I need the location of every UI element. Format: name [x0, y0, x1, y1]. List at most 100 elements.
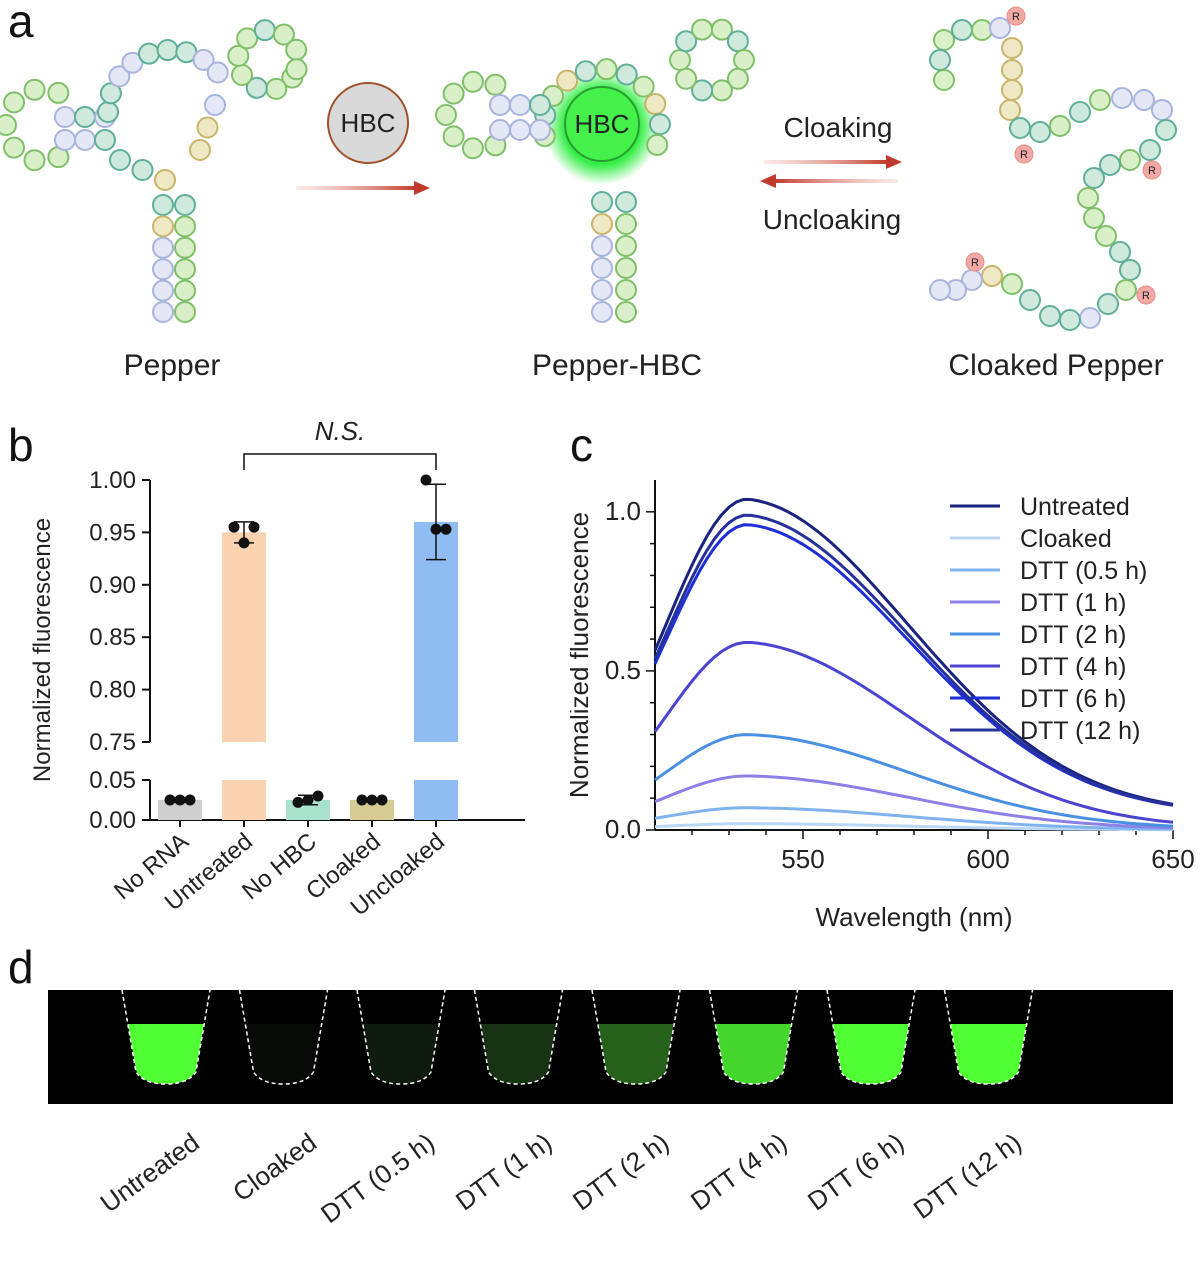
nucleotide [253, 19, 276, 42]
nucleotide [1109, 241, 1131, 263]
nucleotide [174, 258, 196, 281]
data-point [430, 523, 442, 535]
tube-label: DTT (1 h) [449, 1126, 558, 1217]
nucleotide [615, 235, 637, 257]
line-chart-panel-c: 550 600 650 0.0 0.5 1.0 Wavelength (nm) Normali… [570, 480, 1195, 932]
hbc-molecule: HBC [327, 82, 409, 164]
cloaked-pepper-caption: Cloaked Pepper [948, 349, 1163, 382]
nucleotide [3, 91, 26, 114]
nucleotide [1139, 139, 1161, 161]
nucleotide [192, 48, 215, 71]
nucleotide [989, 17, 1011, 39]
tube-fluorescence [363, 1024, 439, 1084]
tube-label: DTT (0.5 h) [314, 1126, 440, 1230]
nucleotide [591, 257, 613, 279]
nucleotide [285, 38, 308, 61]
nucleotide [1083, 167, 1105, 189]
nucleotide [461, 137, 484, 160]
tube [708, 990, 799, 1085]
data-point [228, 521, 240, 533]
bar [222, 532, 266, 742]
nucleotide [1079, 307, 1101, 329]
data-point [302, 794, 314, 806]
nucleotide [648, 113, 671, 136]
tube-images [121, 990, 1034, 1085]
tube-fluorescence [245, 1024, 322, 1084]
nucleotide [204, 94, 226, 116]
nucleotide [1095, 225, 1117, 247]
data-point [292, 796, 304, 808]
bar-lower-segment [414, 780, 458, 820]
nucleotide [74, 129, 96, 151]
nucleotide [489, 94, 511, 116]
nucleotide [154, 169, 176, 191]
r-badge [1006, 6, 1026, 26]
nucleotide [691, 79, 714, 102]
nucleotide [0, 114, 17, 136]
nucleotide [1119, 149, 1141, 171]
nucleotide [710, 18, 733, 41]
nucleotide [1039, 305, 1061, 327]
tube-label: Cloaked [227, 1126, 323, 1208]
nucleotide [236, 27, 259, 50]
y-tick-label: 0.80 [89, 677, 136, 704]
nucleotide [108, 65, 131, 88]
nucleotide [1097, 293, 1119, 315]
nucleotide [1083, 207, 1105, 229]
y-tick-label: 0.05 [89, 767, 136, 794]
nucleotide [615, 257, 637, 279]
nucleotide [971, 19, 993, 41]
nucleotide [1029, 121, 1051, 143]
series-line [654, 774, 1174, 830]
nucleotide [675, 30, 698, 53]
x-tick-label: 600 [966, 844, 1009, 874]
panel-a-schematic: HBC R R R R R HBC Cloaking Uncloaking Pepper… [0, 6, 1177, 382]
nucleotide [442, 82, 465, 105]
nucleotide [152, 215, 174, 238]
nucleotide [615, 213, 637, 235]
nucleotide [615, 301, 637, 323]
nucleotide [951, 19, 973, 41]
data-point [420, 474, 432, 486]
y-axis-label: Normalized fluorescence [29, 518, 56, 782]
y-tick-label: 0.5 [605, 655, 641, 685]
r-badge [1142, 160, 1162, 180]
panel-d-letter: d [8, 941, 34, 993]
y-tick-label: 0.75 [89, 729, 136, 756]
hbc-bound [564, 86, 640, 162]
bar-chart-panel-b: 0.00 0.05 0.75 0.80 0.85 0.90 0.95 1.00 Normaliz… [29, 416, 525, 921]
tube-fluorescence [715, 1024, 792, 1084]
nucleotide [591, 301, 613, 323]
panel-c-letter: c [570, 419, 593, 471]
nucleotide [1111, 87, 1133, 109]
nucleotide [615, 63, 638, 86]
nucleotide [933, 29, 955, 51]
y-tick-label: 0.0 [605, 814, 641, 844]
nucleotide [54, 129, 76, 151]
nucleotide [615, 279, 637, 301]
nucleotide [23, 149, 46, 172]
r-badge [965, 252, 985, 272]
nucleotide [3, 136, 26, 159]
nucleotide [196, 116, 219, 139]
nucleotide [733, 49, 755, 71]
data-point [356, 794, 368, 806]
nucleotide [54, 106, 76, 128]
y-axis-label: Normalized fluorescence [570, 512, 594, 798]
nucleotide [285, 58, 308, 81]
uncloaking-arrow [760, 174, 898, 188]
nucleotide [675, 67, 698, 90]
nucleotide [174, 215, 196, 238]
data-point [366, 794, 378, 806]
y-tick-label: 0.90 [89, 572, 136, 599]
nucleotide [1001, 37, 1023, 59]
nucleotide [442, 125, 465, 148]
cloaking-label: Cloaking [784, 112, 893, 143]
nucleotide [121, 51, 144, 74]
pepper-hbc-rna-structure: HBC [435, 18, 755, 323]
significance-label: N.S. [315, 416, 366, 446]
nucleotide [591, 213, 613, 235]
nucleotide [1119, 259, 1141, 281]
tube-fluorescence [833, 1024, 909, 1084]
tube-label: Untreated [94, 1126, 205, 1219]
